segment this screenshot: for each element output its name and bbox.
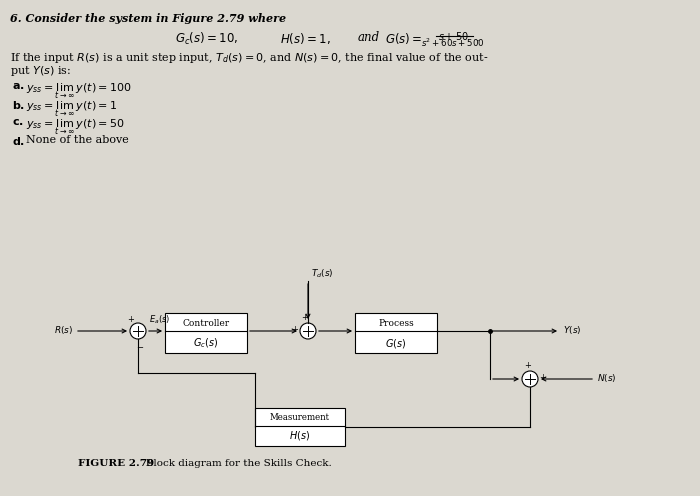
Text: 6. Consider the system in Figure 2.79 where: 6. Consider the system in Figure 2.79 wh…: [10, 13, 286, 24]
Text: $\mathbf{a.}$: $\mathbf{a.}$: [12, 81, 24, 91]
Text: +: +: [127, 315, 134, 324]
Text: $E_a(s)$: $E_a(s)$: [149, 313, 170, 326]
Text: Process: Process: [378, 318, 414, 327]
Text: $G_c(s)$: $G_c(s)$: [193, 336, 218, 350]
Text: $\mathbf{d.}$: $\mathbf{d.}$: [12, 135, 25, 147]
Text: and: and: [358, 31, 380, 44]
Text: +: +: [524, 361, 531, 370]
Text: $\mathbf{c.}$: $\mathbf{c.}$: [12, 117, 24, 127]
Text: $y_{ss} = \underset{t\to\infty}{\lim}\,y(t) = 1$: $y_{ss} = \underset{t\to\infty}{\lim}\,y…: [26, 99, 117, 119]
Text: If the input $R(s)$ is a unit step input, $T_d(s) = 0$, and $N(s) = 0$, the fina: If the input $R(s)$ is a unit step input…: [10, 51, 489, 65]
Text: $T_d(s)$: $T_d(s)$: [311, 267, 334, 280]
Circle shape: [300, 323, 316, 339]
Text: $y_{ss} = \underset{t\to\infty}{\lim}\,y(t) = 50$: $y_{ss} = \underset{t\to\infty}{\lim}\,y…: [26, 117, 125, 137]
Text: +: +: [539, 372, 546, 381]
Text: FIGURE 2.79: FIGURE 2.79: [78, 459, 154, 468]
Text: $N(s)$: $N(s)$: [597, 372, 617, 384]
Text: $H(s)$: $H(s)$: [289, 430, 311, 442]
Text: $.$: $.$: [475, 31, 480, 44]
Text: Measurement: Measurement: [270, 414, 330, 423]
Bar: [355, 313, 437, 353]
Text: $G(s) =$: $G(s) =$: [385, 31, 422, 46]
Text: put $Y(s)$ is:: put $Y(s)$ is:: [10, 64, 71, 78]
Bar: [255, 408, 345, 446]
Text: +: +: [291, 324, 298, 333]
Text: $y_{ss} = \underset{t\to\infty}{\lim}\,y(t) = 100$: $y_{ss} = \underset{t\to\infty}{\lim}\,y…: [26, 81, 132, 101]
Text: Controller: Controller: [183, 318, 230, 327]
Bar: [165, 313, 247, 353]
Text: None of the above: None of the above: [26, 135, 129, 145]
Text: $G_c(s) = 10,$: $G_c(s) = 10,$: [175, 31, 238, 47]
Text: $\mathbf{b.}$: $\mathbf{b.}$: [12, 99, 25, 111]
Text: $R(s)$: $R(s)$: [54, 324, 73, 336]
Text: $Y(s)$: $Y(s)$: [563, 324, 582, 336]
Text: $-$: $-$: [136, 341, 144, 350]
Text: $s + 50$: $s + 50$: [438, 30, 468, 42]
Circle shape: [522, 371, 538, 387]
Text: $H(s) = 1,$: $H(s) = 1,$: [280, 31, 330, 46]
Text: $s^2 + 60s + 500$: $s^2 + 60s + 500$: [421, 37, 485, 50]
Circle shape: [130, 323, 146, 339]
Text: Block diagram for the Skills Check.: Block diagram for the Skills Check.: [136, 459, 332, 468]
Text: $G(s)$: $G(s)$: [385, 336, 407, 350]
Text: +: +: [302, 313, 309, 322]
